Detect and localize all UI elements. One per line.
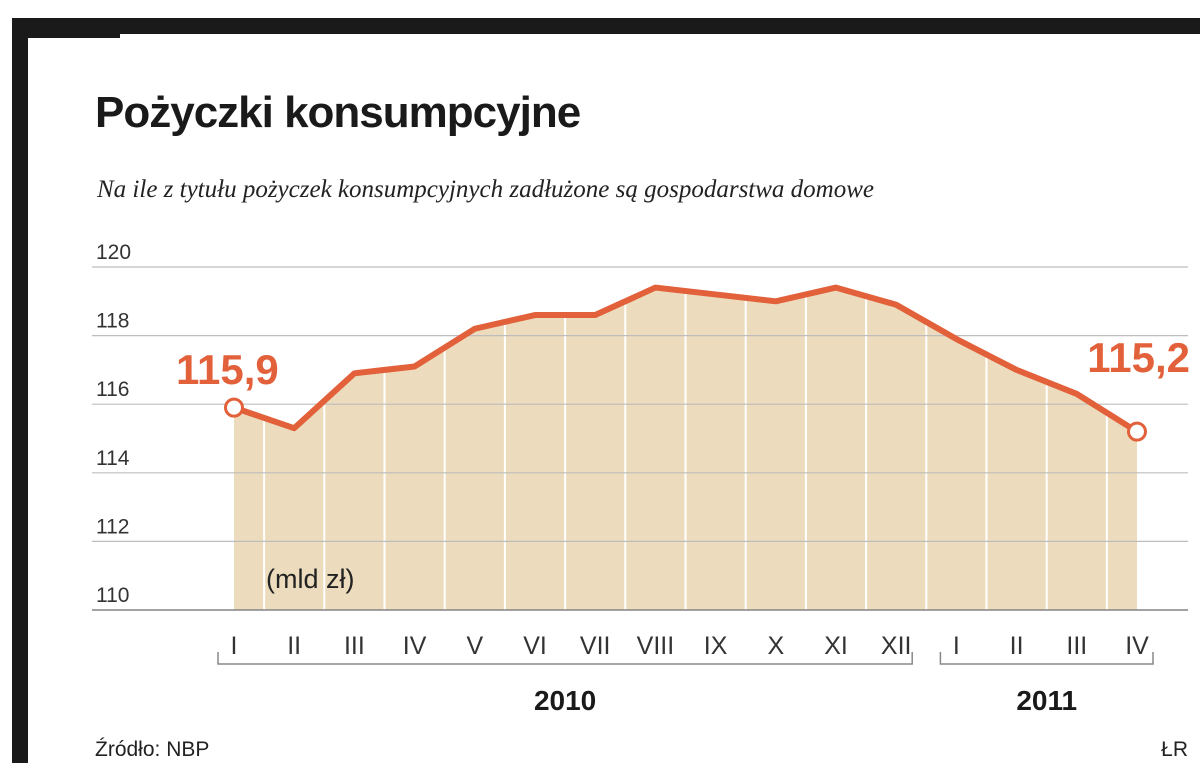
year-label: 2010 (534, 685, 596, 716)
x-tick-label: II (287, 632, 301, 660)
frame-corner-accent (28, 34, 120, 38)
x-tick-label: VIII (637, 632, 675, 660)
x-tick-label: III (1066, 632, 1087, 660)
frame-top-bar (12, 18, 1200, 34)
year-bracket (939, 652, 1154, 665)
data-label: 115,2 (1087, 334, 1190, 381)
author-credit: ŁR (1161, 738, 1188, 761)
year-bracket (217, 652, 913, 665)
year-label: 2011 (1016, 685, 1077, 716)
x-tick-label: XII (881, 632, 912, 660)
y-tick-label: 120 (96, 241, 131, 264)
data-label: 115,9 (176, 346, 279, 393)
x-tick-label: IV (403, 632, 427, 660)
series-line (231, 284, 1140, 435)
chart-title: Pożyczki konsumpcyjne (95, 88, 581, 137)
x-tick-label: X (767, 632, 784, 660)
y-tick-label: 112 (96, 515, 129, 538)
frame-left-bar (12, 18, 28, 763)
x-tick-label: IV (1125, 632, 1149, 660)
endpoint-marker (1127, 421, 1147, 442)
source-note: Źródło: NBP (95, 738, 210, 761)
x-tick-label: I (953, 632, 960, 660)
x-tick-label: I (231, 632, 238, 660)
x-tick-label: XI (824, 632, 848, 660)
x-tick-label: VII (580, 632, 611, 660)
x-tick-label: III (344, 632, 365, 660)
chart-subtitle: Na ile z tytułu pożyczek konsumpcyjnych … (97, 176, 874, 203)
y-tick-label: 114 (96, 447, 130, 470)
x-tick-label: VI (523, 632, 547, 660)
above-line-mask (234, 242, 1137, 432)
endpoint-marker (224, 397, 244, 418)
unit-label: (mld zł) (266, 564, 355, 594)
y-tick-label: 110 (96, 584, 129, 607)
x-tick-label: V (466, 632, 483, 660)
x-tick-label: II (1010, 632, 1024, 660)
x-tick-label: IX (704, 632, 728, 660)
y-tick-label: 116 (96, 378, 129, 401)
y-tick-label: 118 (96, 310, 129, 333)
